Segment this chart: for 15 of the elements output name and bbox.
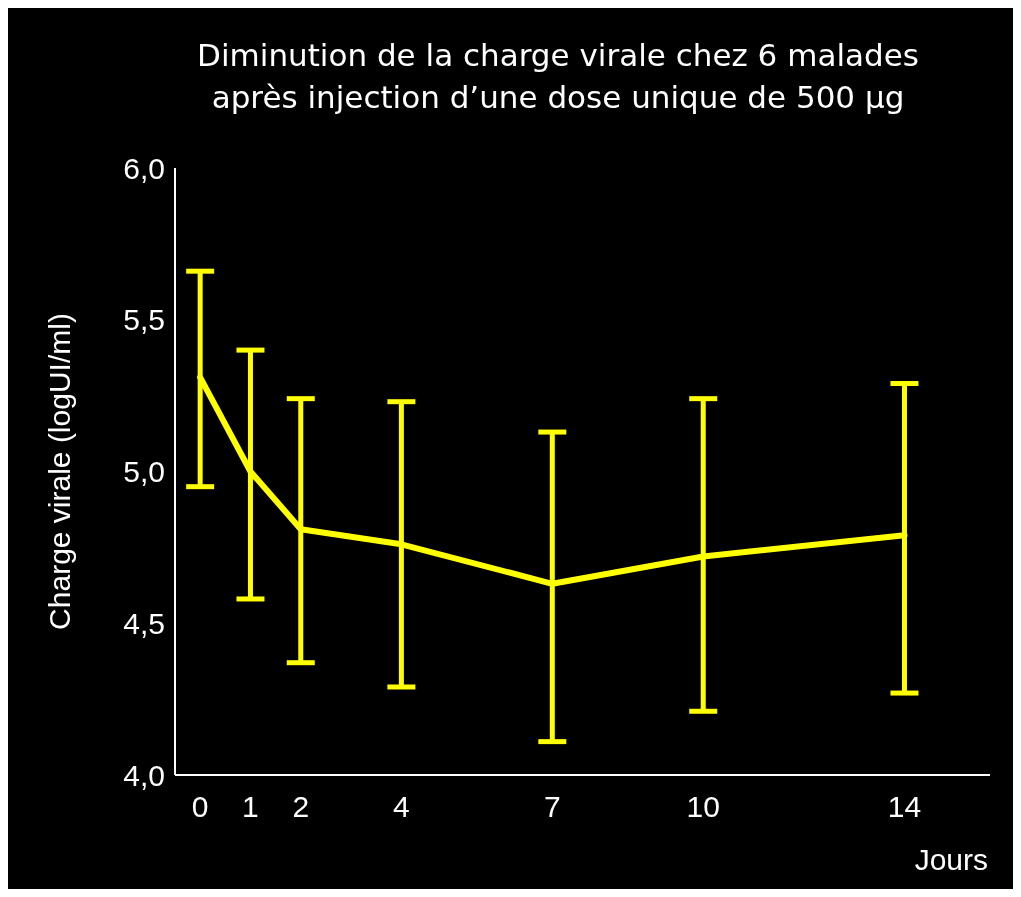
x-axis-title: Jours [914,843,988,876]
y-axis-title: Charge virale (logUI/ml) [43,313,76,630]
y-tick-label: 4,0 [123,758,165,792]
x-tick-label: 1 [242,790,259,823]
x-tick-label: 10 [686,790,720,823]
y-tick-label: 5,0 [123,455,165,488]
y-tick-label: 6,0 [123,151,165,185]
y-tick-label: 5,5 [123,303,165,337]
chart-title: Diminution de la charge virale chez 6 malades après injection d’une dose unique de 500 µg [197,37,919,115]
x-tick-label: 4 [393,790,410,823]
x-tick-label: 7 [543,790,561,823]
x-tick-label: 0 [191,790,209,823]
x-tick-label: 2 [292,790,310,823]
y-tick-label: 4,5 [123,606,165,640]
x-tick-label: 14 [887,790,922,823]
